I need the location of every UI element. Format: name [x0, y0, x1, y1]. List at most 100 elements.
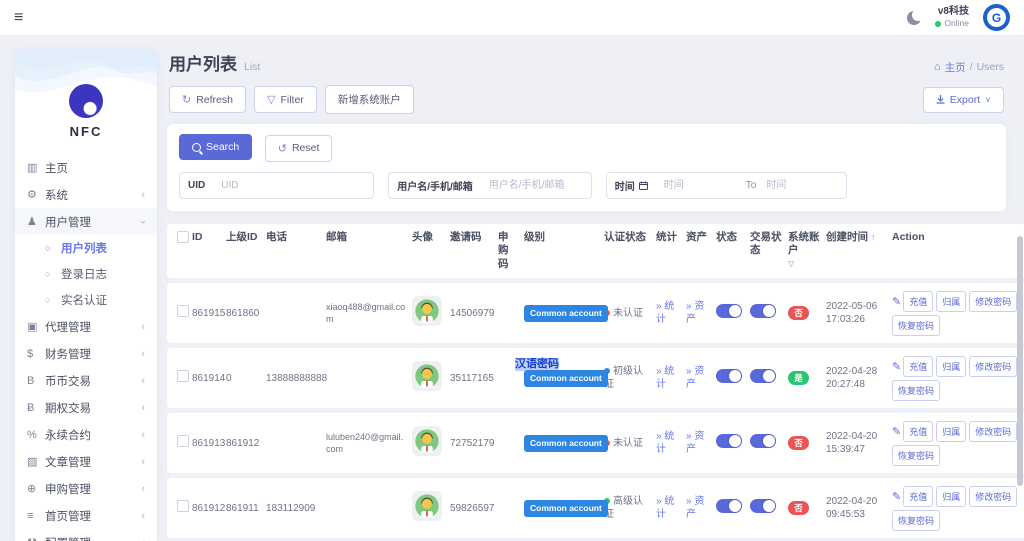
sort-asc-icon[interactable]: ↑ [871, 232, 876, 242]
assets-link[interactable]: » 资产 [686, 431, 704, 456]
attribution-button[interactable]: 归属 [936, 421, 966, 442]
filter-button[interactable]: ▽ Filter [254, 86, 317, 113]
stats-link[interactable]: » 统计 [656, 431, 674, 456]
sidebar-item-申购管理[interactable]: ⊕ 申购管理 ‹ [15, 475, 157, 502]
search-panel: Search ↺ Reset UID 用户名/手机/邮箱 时间 [167, 124, 1006, 211]
row-checkbox[interactable] [177, 500, 189, 512]
attribution-button[interactable]: 归属 [936, 291, 966, 312]
restore-password-button[interactable]: 恢复密码 [892, 445, 940, 466]
cell-email: luluben240@gmail.com [323, 413, 409, 473]
change-password-button[interactable]: 修改密码 [969, 486, 1017, 507]
status-toggle[interactable] [716, 434, 742, 448]
assets-link[interactable]: » 资产 [686, 301, 704, 326]
sidebar-header: NFC [15, 50, 157, 146]
user-input[interactable] [481, 173, 591, 198]
col-parent-id[interactable]: 上级ID [223, 224, 263, 279]
edit-icon[interactable]: ✎ [892, 426, 901, 438]
to-label: To [744, 180, 759, 191]
change-password-button[interactable]: 修改密码 [969, 291, 1017, 312]
col-id[interactable]: ID [189, 224, 223, 279]
hamburger-menu-icon[interactable]: ≡ [14, 10, 23, 26]
sidebar-item-label: 主页 [45, 160, 145, 176]
table-header-row: ID 上级ID 电话 邮箱 头像 邀请码 申购码 级别 认证状态 统计 资产 状… [167, 224, 1024, 279]
sidebar-item-icon: ≡ [27, 510, 45, 522]
recharge-button[interactable]: 充值 [903, 356, 933, 377]
sidebar-item-永续合约[interactable]: % 永续合约 ‹ [15, 421, 157, 448]
stats-link[interactable]: » 统计 [656, 366, 674, 391]
user-field-group: 用户名/手机/邮箱 [388, 172, 592, 199]
edit-icon[interactable]: ✎ [892, 491, 901, 503]
sidebar-item-label: 永续合约 [45, 427, 141, 443]
recharge-button[interactable]: 充值 [903, 486, 933, 507]
sidebar-subitem-登录日志[interactable]: ○ 登录日志 [15, 261, 157, 287]
sidebar-item-配置管理[interactable]: ⚒ 配置管理 ‹ [15, 529, 157, 541]
status-toggle[interactable] [716, 304, 742, 318]
change-password-button[interactable]: 修改密码 [969, 356, 1017, 377]
recharge-button[interactable]: 充值 [903, 421, 933, 442]
search-button[interactable]: Search [179, 134, 252, 160]
sidebar-item-label: 系统 [45, 187, 141, 203]
trade-status-toggle[interactable] [750, 499, 776, 513]
row-checkbox[interactable] [177, 370, 189, 382]
sidebar-item-系统[interactable]: ⚙ 系统 ‹ [15, 181, 157, 208]
edit-icon[interactable]: ✎ [892, 296, 901, 308]
sidebar-item-期权交易[interactable]: Ƀ 期权交易 ‹ [15, 394, 157, 421]
change-password-button[interactable]: 修改密码 [969, 421, 1017, 442]
export-button[interactable]: Export ∨ [923, 87, 1004, 113]
bullet-circle-icon: ○ [45, 243, 61, 253]
time-from-input[interactable] [656, 173, 744, 198]
bullet-circle-icon: ○ [45, 269, 61, 279]
restore-password-button[interactable]: 恢复密码 [892, 510, 940, 531]
sidebar-item-文章管理[interactable]: ▨ 文章管理 ‹ [15, 448, 157, 475]
trade-status-toggle[interactable] [750, 369, 776, 383]
breadcrumb-home-link[interactable]: 主页 [945, 60, 966, 75]
col-system-account[interactable]: 系统账户 ▽ [785, 224, 823, 279]
uid-input[interactable] [213, 173, 373, 198]
row-checkbox[interactable] [177, 435, 189, 447]
page-scrollbar[interactable] [1017, 36, 1023, 541]
app-logo[interactable]: G [983, 4, 1010, 31]
sidebar-item-代理管理[interactable]: ▣ 代理管理 ‹ [15, 313, 157, 340]
edit-icon[interactable]: ✎ [892, 361, 901, 373]
user-brand-block: v8科技 Online [935, 6, 969, 29]
cell-id: 861914 [189, 348, 223, 408]
stats-link[interactable]: » 统计 [656, 496, 674, 521]
recharge-button[interactable]: 充值 [903, 291, 933, 312]
sidebar-item-财务管理[interactable]: $ 财务管理 ‹ [15, 340, 157, 367]
trade-status-toggle[interactable] [750, 434, 776, 448]
sidebar-item-币币交易[interactable]: B 币币交易 ‹ [15, 367, 157, 394]
col-created[interactable]: 创建时间 ↑ [823, 224, 889, 279]
sidebar-item-主页[interactable]: ▥ 主页 [15, 154, 157, 181]
stats-link[interactable]: » 统计 [656, 301, 674, 326]
attribution-button[interactable]: 归属 [936, 486, 966, 507]
restore-password-button[interactable]: 恢复密码 [892, 380, 940, 401]
add-system-account-button[interactable]: 新增系统账户 [325, 85, 414, 114]
page-subtitle: List [244, 61, 260, 73]
row-checkbox[interactable] [177, 305, 189, 317]
refresh-button[interactable]: ↻ Refresh [169, 86, 246, 113]
col-invite-code: 邀请码 [447, 224, 495, 279]
cell-sub-code [495, 478, 521, 538]
restore-password-button[interactable]: 恢复密码 [892, 315, 940, 336]
scrollbar-thumb[interactable] [1017, 236, 1023, 486]
reset-button[interactable]: ↺ Reset [265, 135, 333, 162]
cell-created-time: 2022-04-20 15:39:47 [823, 413, 889, 473]
attribution-button[interactable]: 归属 [936, 356, 966, 377]
col-email[interactable]: 邮箱 [323, 224, 409, 279]
assets-link[interactable]: » 资产 [686, 366, 704, 391]
dark-mode-moon-icon[interactable] [907, 11, 921, 25]
sidebar-subitem-label: 实名认证 [61, 292, 107, 308]
time-to-input[interactable] [758, 173, 846, 198]
column-filter-icon[interactable]: ▽ [788, 259, 820, 269]
select-all-checkbox[interactable] [177, 231, 189, 243]
sidebar-subitem-实名认证[interactable]: ○ 实名认证 [15, 287, 157, 313]
level-badge: Common account [524, 500, 608, 517]
status-toggle[interactable] [716, 369, 742, 383]
assets-link[interactable]: » 资产 [686, 496, 704, 521]
trade-status-toggle[interactable] [750, 304, 776, 318]
col-phone[interactable]: 电话 [263, 224, 323, 279]
sidebar-item-用户管理[interactable]: ♟ 用户管理 ‹ [15, 208, 157, 235]
sidebar-subitem-用户列表[interactable]: ○ 用户列表 [15, 235, 157, 261]
status-toggle[interactable] [716, 499, 742, 513]
sidebar-item-首页管理[interactable]: ≡ 首页管理 ‹ [15, 502, 157, 529]
